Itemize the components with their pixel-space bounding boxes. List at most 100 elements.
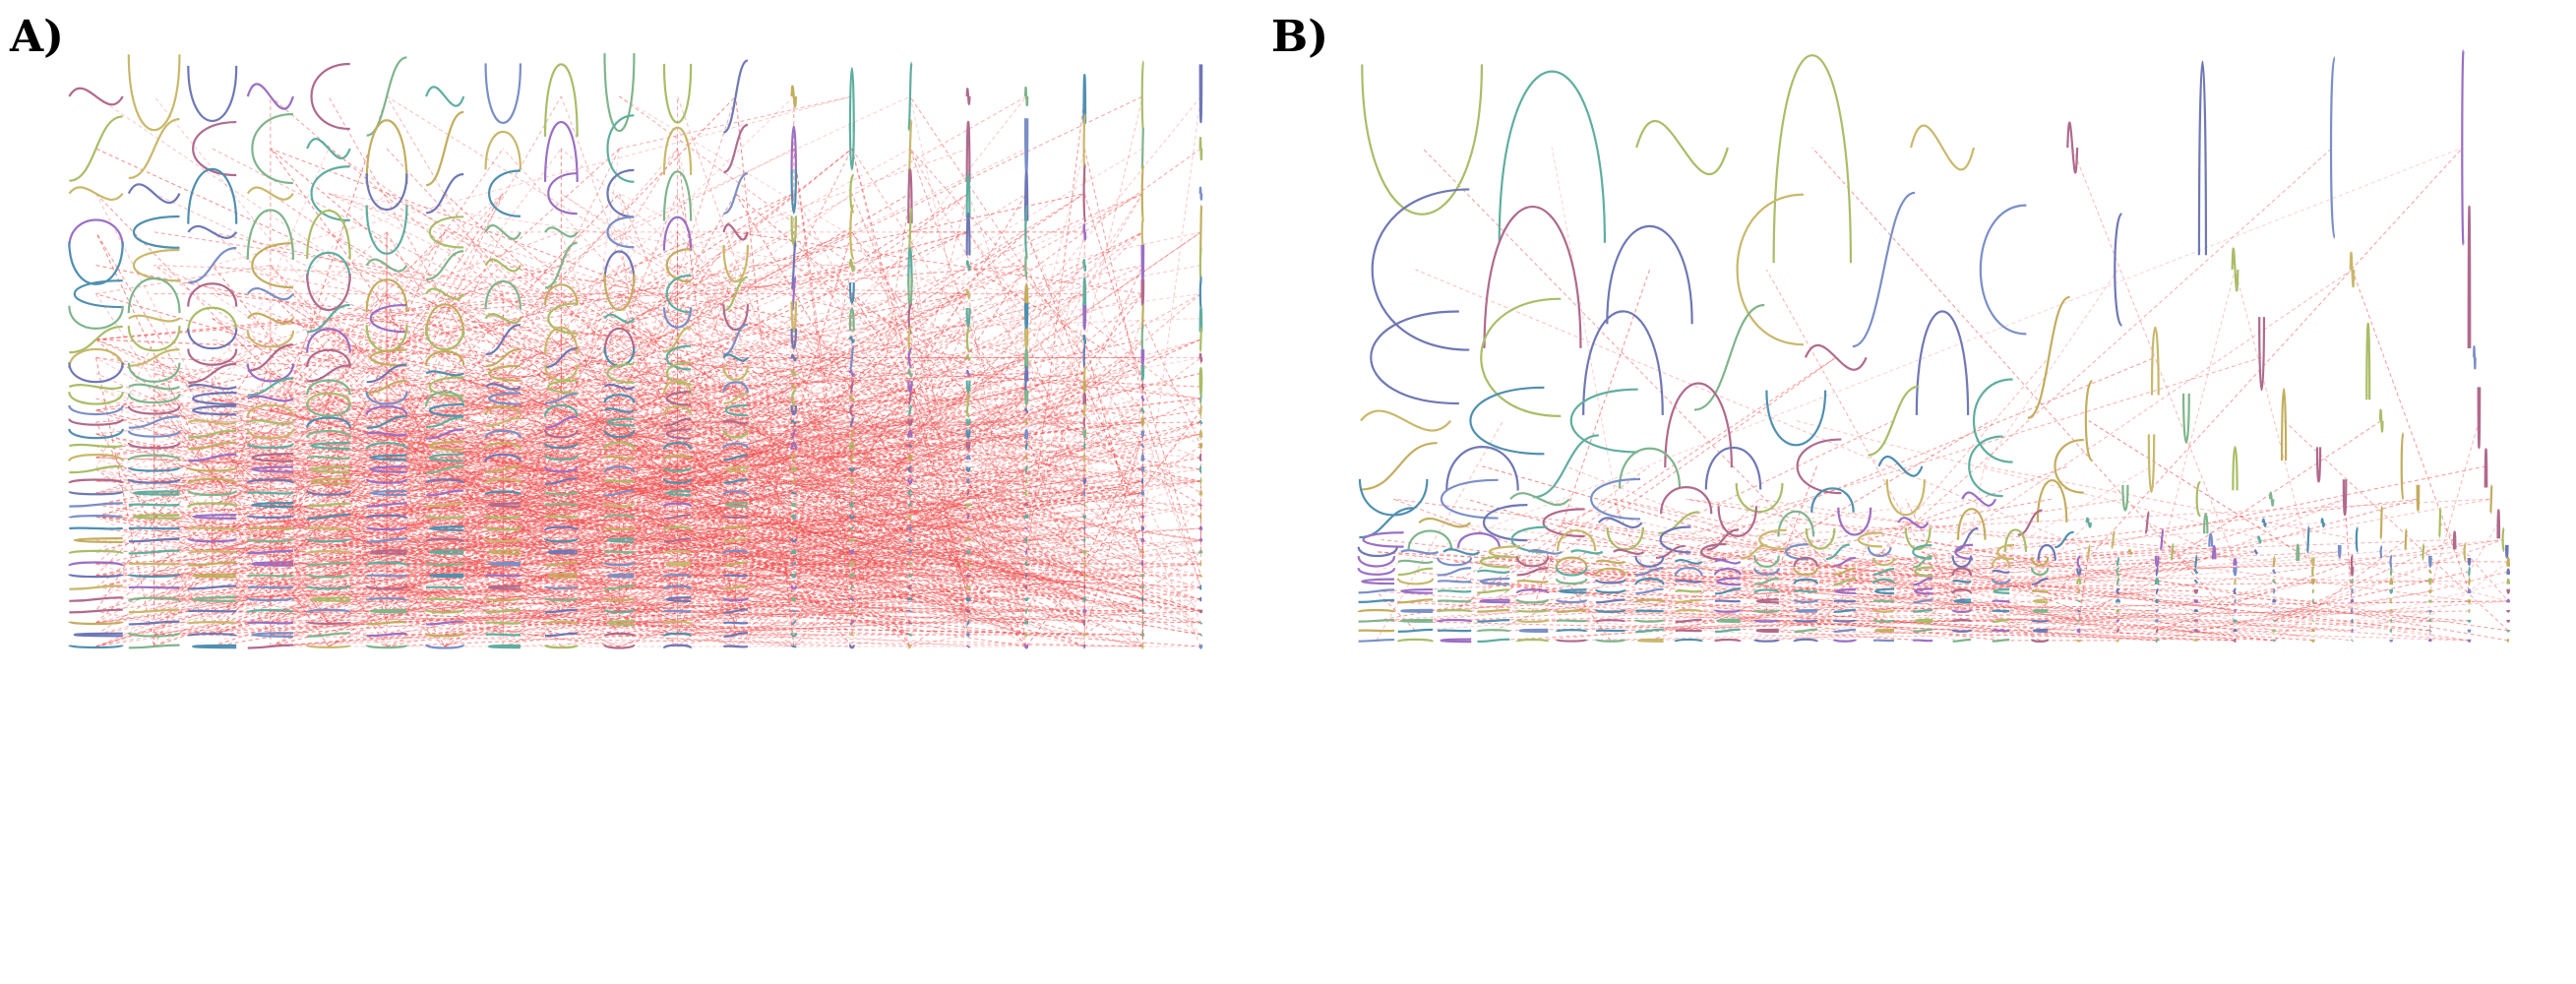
- curve-glyph: [2170, 542, 2176, 562]
- curve-glyph: [545, 477, 578, 485]
- connector-line: [735, 539, 1201, 588]
- connector-line: [677, 293, 1201, 588]
- connector-line: [270, 318, 446, 358]
- curve-glyph: [2351, 628, 2354, 634]
- curve-glyph: [662, 379, 693, 396]
- curve-glyph: [1456, 532, 1501, 548]
- connector-line: [270, 398, 1143, 494]
- curve-glyph: [365, 477, 408, 484]
- connector-line: [386, 468, 446, 612]
- connector-line: [153, 539, 562, 624]
- curve-glyph: [426, 620, 464, 626]
- connector-line: [1026, 527, 1201, 541]
- connector-line: [909, 357, 1201, 577]
- curve-glyph: [426, 597, 464, 601]
- curve-glyph: [790, 384, 797, 390]
- curve-glyph: [68, 620, 124, 626]
- connector-line: [503, 421, 852, 447]
- curve-glyph: [606, 620, 635, 626]
- curve-glyph: [1198, 393, 1203, 404]
- connector-line: [386, 445, 562, 612]
- connector-line: [909, 372, 1201, 612]
- connector-line: [153, 539, 446, 577]
- curve-glyph: [68, 347, 124, 369]
- connector-line: [677, 610, 1143, 636]
- connector-line: [677, 480, 1143, 588]
- connector-line: [212, 457, 330, 636]
- curve-glyph: [1597, 517, 1643, 529]
- connector-line: [328, 445, 678, 624]
- curve-glyph: [543, 63, 579, 137]
- curve-glyph: [790, 549, 796, 555]
- curve-glyph: [426, 416, 464, 428]
- curve-glyph: [1140, 163, 1145, 223]
- curve-glyph: [1634, 555, 1665, 568]
- connector-line: [212, 231, 678, 624]
- curve-glyph: [722, 429, 749, 439]
- curve-glyph: [1023, 502, 1029, 507]
- connector-line: [2078, 620, 2196, 632]
- curve-glyph: [1082, 632, 1087, 637]
- curve-glyph: [1023, 390, 1029, 406]
- curve-glyph: [1477, 608, 1510, 613]
- connector-line: [1025, 231, 1085, 506]
- connector-line: [1722, 539, 1807, 602]
- curve-glyph: [369, 465, 407, 473]
- curve-glyph: [1082, 365, 1087, 382]
- connector-line: [1083, 265, 1201, 588]
- connector-line: [270, 357, 330, 470]
- curve-glyph: [1082, 259, 1087, 273]
- curve-glyph: [1833, 556, 1856, 567]
- connector-line: [851, 148, 1027, 423]
- curve-glyph: [907, 597, 913, 601]
- connector-line: [1376, 551, 2466, 622]
- connector-line: [1025, 318, 1085, 541]
- connector-line: [1378, 551, 1924, 583]
- connector-line: [153, 575, 562, 600]
- connector-line: [1453, 498, 1614, 583]
- curve-glyph: [722, 381, 749, 394]
- curve-glyph: [488, 392, 521, 405]
- curve-glyph: [485, 465, 521, 473]
- curve-glyph: [192, 573, 237, 579]
- curve-glyph: [544, 226, 579, 238]
- connector-line: [153, 516, 794, 529]
- curve-glyph: [2203, 513, 2209, 534]
- curve-glyph: [544, 415, 578, 429]
- curve-glyph: [1793, 598, 1818, 604]
- curve-glyph: [907, 633, 913, 637]
- curve-glyph: [2311, 588, 2315, 594]
- connector-line: [1612, 498, 1650, 583]
- connector-line: [502, 398, 795, 647]
- connector-line: [1025, 433, 1085, 600]
- connector-line: [851, 409, 1143, 588]
- curve-glyph: [1082, 515, 1087, 520]
- curve-glyph: [1440, 478, 1499, 520]
- curve-glyph: [2233, 638, 2237, 643]
- curve-glyph: [2272, 579, 2277, 584]
- connector-line: [619, 231, 1143, 612]
- connector-line: [2078, 600, 2236, 642]
- connector-line: [967, 468, 1027, 529]
- curve-glyph: [68, 549, 124, 555]
- connector-line: [851, 357, 1085, 624]
- curve-glyph: [306, 402, 351, 417]
- curve-glyph: [790, 169, 798, 214]
- curve-glyph: [1358, 598, 1395, 603]
- curve-glyph: [1437, 589, 1472, 593]
- connector-line: [153, 539, 1027, 624]
- curve-glyph: [2506, 619, 2511, 623]
- curve-glyph: [1675, 598, 1702, 604]
- connector-line: [387, 398, 794, 411]
- curve-glyph: [1358, 588, 1395, 594]
- curve-glyph: [1357, 567, 1396, 576]
- connector-line: [1025, 293, 1143, 447]
- connector-line: [1376, 498, 2053, 622]
- curve-glyph: [307, 364, 350, 383]
- connector-line: [270, 468, 1143, 553]
- connector-line: [1571, 620, 2470, 642]
- connector-line: [212, 373, 388, 647]
- connector-line: [153, 193, 562, 388]
- curve-glyph: [192, 404, 237, 416]
- connector-line: [95, 516, 154, 553]
